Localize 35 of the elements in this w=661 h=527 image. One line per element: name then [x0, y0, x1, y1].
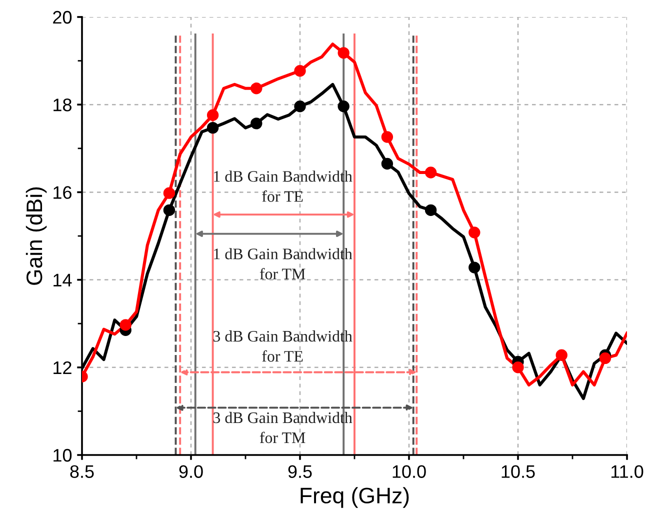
y-tick-label: 18 [54, 98, 72, 112]
y-tick-label: 16 [54, 186, 72, 199]
point [381, 158, 394, 170]
point [424, 204, 437, 216]
y-axis-title: Gain (dBi) [26, 187, 47, 285]
point [206, 122, 219, 134]
line-series [82, 42, 627, 386]
point [512, 362, 524, 374]
point [338, 100, 350, 112]
y-tick-label: 14 [54, 274, 72, 286]
point [338, 47, 350, 59]
point [468, 226, 480, 238]
x-tick-label: 10.0 [392, 465, 426, 478]
y-tick-label: 12 [54, 361, 72, 374]
x-tick-label: 11.0 [611, 465, 644, 478]
point [556, 349, 568, 361]
point [206, 109, 219, 121]
x-tick-label: 9.0 [179, 465, 203, 478]
x-axis-title: Freq (GHz) [300, 487, 409, 508]
x-tick-label: 9.5 [288, 465, 312, 478]
y-tick-label: 10 [54, 448, 72, 462]
point [294, 100, 306, 112]
point [599, 352, 612, 364]
x-tick-label: 10.5 [502, 465, 535, 478]
point [468, 262, 480, 274]
point [163, 204, 176, 216]
point [120, 319, 132, 331]
point [250, 82, 262, 94]
point [294, 65, 306, 77]
point [424, 166, 437, 178]
point [250, 118, 262, 130]
point [381, 131, 394, 143]
x-tick-label: 8.5 [70, 465, 94, 478]
point [163, 187, 176, 199]
y-tick-label: 20 [53, 10, 72, 24]
